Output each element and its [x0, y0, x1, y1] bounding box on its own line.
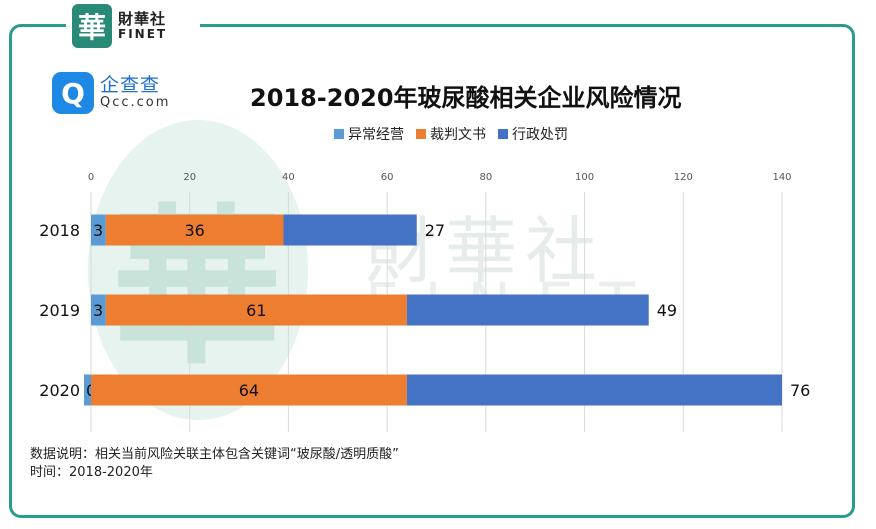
y-category-label-2020: 2020 — [39, 381, 80, 400]
x-tick-label-2: 40 — [282, 172, 295, 183]
data-label-2019-series-3: 49 — [657, 301, 677, 320]
bar-2020-series-2 — [91, 374, 407, 406]
watermark-seal — [88, 120, 308, 420]
data-label-2020-series-3: 76 — [790, 381, 810, 400]
legend-label-series-1: 异常经营 — [348, 127, 404, 143]
chart-legend: 异常经营 裁判文书 行政处罚 — [334, 124, 568, 144]
bar-2018-series-3 — [283, 214, 417, 246]
bar-2018-series-2 — [105, 214, 284, 246]
bar-2019-series-2 — [105, 294, 407, 326]
finet-logo-en: FINET — [118, 26, 168, 41]
x-tick-label-3: 60 — [381, 172, 394, 183]
data-label-2020-series-2: 64 — [239, 381, 259, 400]
chart-frame — [9, 24, 855, 518]
x-tick-label-1: 20 — [183, 172, 196, 183]
footnote: 数据说明：相关当前风险关联主体包含关键词“玻尿酸/透明质酸” 时间：2018-2… — [30, 446, 399, 482]
legend-label-series-3: 行政处罚 — [512, 127, 568, 143]
footnote-time-note: 时间：2018-2020年 — [30, 465, 153, 480]
finet-logo-cn: 財華社 — [118, 9, 167, 28]
data-label-2019-series-2: 61 — [246, 301, 266, 320]
bar-2019-series-1 — [91, 294, 106, 326]
qcc-logo: Q 企查查 Qcc.com — [52, 72, 170, 114]
legend-label-series-2: 裁判文书 — [430, 127, 486, 143]
data-label-2018-series-1: 3 — [93, 221, 103, 240]
y-category-label-2019: 2019 — [39, 301, 80, 320]
qcc-logo-en: Qcc.com — [100, 95, 171, 111]
data-label-2018-series-2: 36 — [184, 221, 204, 240]
legend-item-series-2: 裁判文书 — [416, 124, 486, 144]
data-label-2018-series-3: 27 — [425, 221, 445, 240]
legend-swatch-series-2 — [416, 129, 426, 139]
bar-2018-series-1 — [91, 214, 106, 246]
qcc-logo-cn: 企查查 — [100, 74, 161, 97]
x-tick-label-4: 80 — [479, 172, 492, 183]
x-tick-label-0: 0 — [88, 172, 94, 183]
legend-item-series-3: 行政处罚 — [498, 124, 568, 144]
legend-swatch-series-3 — [498, 129, 508, 139]
y-category-label-2018: 2018 — [39, 221, 80, 240]
qcc-logo-icon: Q — [52, 72, 94, 114]
x-tick-label-6: 120 — [674, 172, 693, 183]
finet-logo: 華 財華社 FINET — [66, 2, 200, 50]
footnote-data-note: 数据说明：相关当前风险关联主体包含关键词“玻尿酸/透明质酸” — [30, 447, 399, 462]
bar-2020-series-3 — [406, 374, 782, 406]
chart-title: 2018-2020年玻尿酸相关企业风险情况 — [250, 84, 682, 112]
legend-swatch-series-1 — [334, 129, 344, 139]
x-tick-label-7: 140 — [772, 172, 791, 183]
data-label-2019-series-1: 3 — [93, 301, 103, 320]
legend-item-series-1: 异常经营 — [334, 124, 404, 144]
bar-2019-series-3 — [406, 294, 649, 326]
x-tick-label-5: 100 — [575, 172, 594, 183]
finet-logo-icon: 華 — [72, 4, 112, 48]
